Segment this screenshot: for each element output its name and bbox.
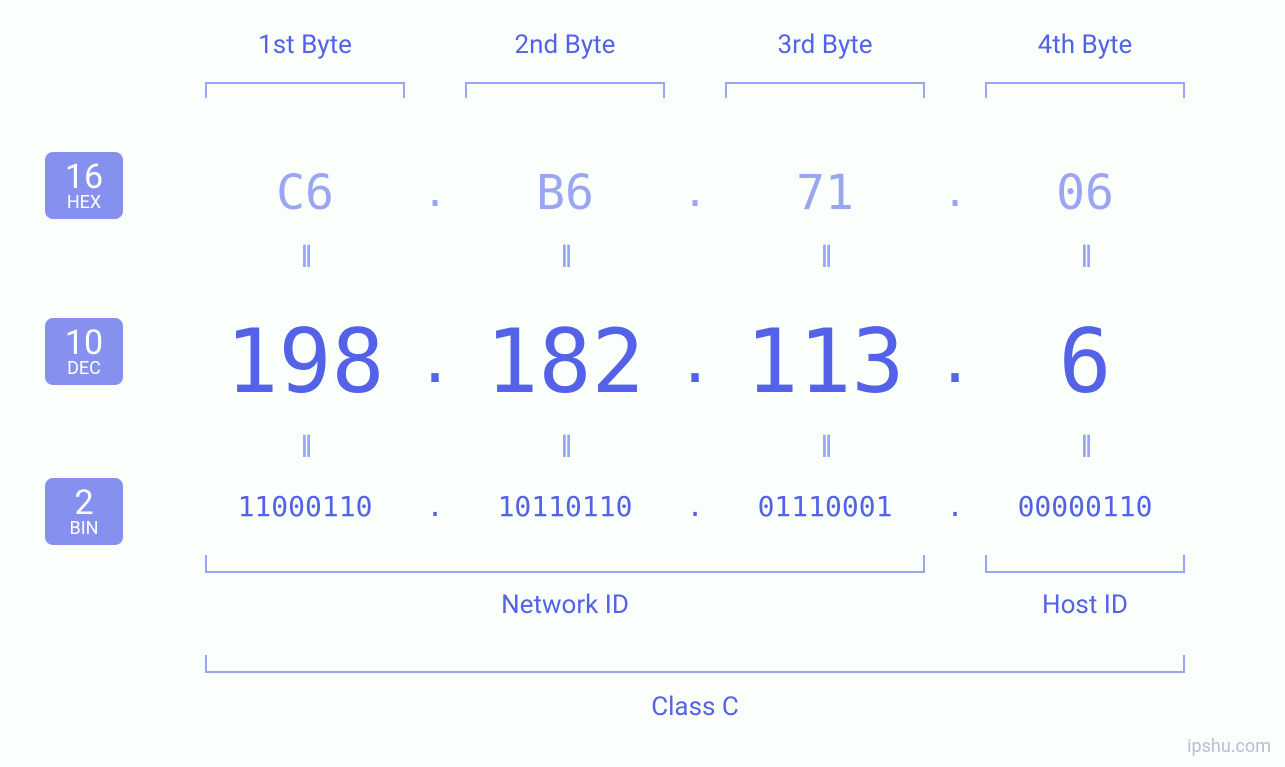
bin-byte-1: 11000110 (205, 490, 405, 523)
label-network-id: Network ID (205, 590, 925, 620)
bracket-network-id (205, 555, 925, 573)
badge-hex: 16 HEX (45, 152, 123, 219)
equals-2-3: ll (725, 430, 925, 465)
label-host-id: Host ID (985, 590, 1185, 620)
equals-2-1: ll (205, 430, 405, 465)
byte-label-2: 2nd Byte (465, 30, 665, 60)
equals-1-1: ll (205, 240, 405, 275)
dec-byte-4: 6 (985, 310, 1185, 413)
bin-byte-3: 01110001 (725, 490, 925, 523)
badge-dec-label: DEC (45, 360, 123, 379)
badge-hex-label: HEX (45, 194, 123, 213)
bracket-byte-1 (205, 82, 405, 98)
bin-byte-2: 10110110 (465, 490, 665, 523)
bin-byte-4: 00000110 (985, 490, 1185, 523)
label-class: Class C (205, 692, 1185, 722)
equals-1-2: ll (465, 240, 665, 275)
equals-2-4: ll (985, 430, 1185, 465)
equals-1-3: ll (725, 240, 925, 275)
dot-dec-3: . (925, 327, 985, 397)
dec-byte-1: 198 (205, 310, 405, 413)
hex-byte-1: C6 (205, 165, 405, 221)
hex-byte-4: 06 (985, 165, 1185, 221)
dot-dec-2: . (665, 327, 725, 397)
hex-row: C6 . B6 . 71 . 06 (205, 165, 1205, 221)
bracket-byte-3 (725, 82, 925, 98)
hex-byte-3: 71 (725, 165, 925, 221)
dot-hex-2: . (665, 170, 725, 216)
bracket-byte-4 (985, 82, 1185, 98)
badge-hex-num: 16 (45, 160, 123, 196)
badge-bin-label: BIN (45, 520, 123, 539)
badge-bin: 2 BIN (45, 478, 123, 545)
dot-hex-3: . (925, 170, 985, 216)
dot-bin-2: . (665, 490, 725, 523)
dec-byte-2: 182 (465, 310, 665, 413)
dot-bin-3: . (925, 490, 985, 523)
badge-bin-num: 2 (45, 486, 123, 522)
dot-bin-1: . (405, 490, 465, 523)
byte-label-3: 3rd Byte (725, 30, 925, 60)
bracket-byte-2 (465, 82, 665, 98)
dec-row: 198 . 182 . 113 . 6 (205, 310, 1205, 413)
dec-byte-3: 113 (725, 310, 925, 413)
byte-label-4: 4th Byte (985, 30, 1185, 60)
byte-label-1: 1st Byte (205, 30, 405, 60)
equals-1-4: ll (985, 240, 1185, 275)
equals-2-2: ll (465, 430, 665, 465)
bracket-host-id (985, 555, 1185, 573)
badge-dec-num: 10 (45, 326, 123, 362)
dot-hex-1: . (405, 170, 465, 216)
dot-dec-1: . (405, 327, 465, 397)
bracket-class (205, 655, 1185, 673)
bin-row: 11000110 . 10110110 . 01110001 . 0000011… (205, 490, 1205, 523)
hex-byte-2: B6 (465, 165, 665, 221)
badge-dec: 10 DEC (45, 318, 123, 385)
credit-text: ipshu.com (1187, 736, 1271, 757)
byte-labels-row: 1st Byte 2nd Byte 3rd Byte 4th Byte (205, 30, 1205, 100)
